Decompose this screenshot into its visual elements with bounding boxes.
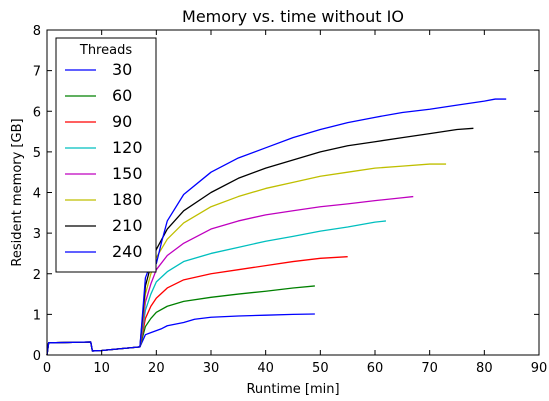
legend-label-120: 120 xyxy=(112,138,143,157)
ticks-layer: 0 10 20 30 40 50 60 70 80 90 0 1 2 3 4 5 6 7 8 xyxy=(33,24,548,376)
legend-entries: 30 60 90 120 150 180 210 240 xyxy=(65,60,143,261)
x-tick-label: 0 xyxy=(43,361,51,376)
x-tick-label: 20 xyxy=(148,361,165,376)
x-tick-label: 70 xyxy=(421,361,438,376)
y-tick-label: 8 xyxy=(33,24,41,39)
series-layer xyxy=(46,98,507,356)
y-tick-label: 2 xyxy=(33,268,41,283)
y-tick-label: 6 xyxy=(33,105,41,120)
y-tick-label: 4 xyxy=(33,187,41,202)
legend-label-150: 150 xyxy=(112,164,143,183)
x-tick-label: 80 xyxy=(476,361,493,376)
legend-label-90: 90 xyxy=(112,112,132,131)
x-tick-label: 30 xyxy=(203,361,220,376)
x-axis-title: Runtime [min] xyxy=(246,382,339,397)
chart-title: Memory vs. time without IO xyxy=(182,7,404,26)
legend-label-30: 30 xyxy=(112,60,132,79)
legend-label-60: 60 xyxy=(112,86,132,105)
x-tick-label: 60 xyxy=(367,361,384,376)
series-line-30 xyxy=(46,313,315,356)
legend-label-240: 240 xyxy=(112,242,143,261)
x-tick-label: 10 xyxy=(93,361,110,376)
y-tick-label: 5 xyxy=(33,146,41,161)
y-tick-label: 7 xyxy=(33,65,41,80)
legend-label-180: 180 xyxy=(112,190,143,209)
y-tick-label: 3 xyxy=(33,227,41,242)
x-tick-label: 90 xyxy=(531,361,548,376)
legend-box xyxy=(55,37,157,273)
y-tick-label: 0 xyxy=(33,349,41,364)
series-line-60 xyxy=(46,285,315,356)
legend-title: Threads xyxy=(79,43,132,58)
y-tick-label: 1 xyxy=(33,308,41,323)
legend-label-210: 210 xyxy=(112,216,143,235)
y-axis-title: Resident memory [GB] xyxy=(10,118,25,266)
x-tick-label: 40 xyxy=(257,361,274,376)
x-tick-label: 50 xyxy=(312,361,329,376)
legend: Threads 30 60 90 120 150 180 210 240 xyxy=(55,37,157,273)
